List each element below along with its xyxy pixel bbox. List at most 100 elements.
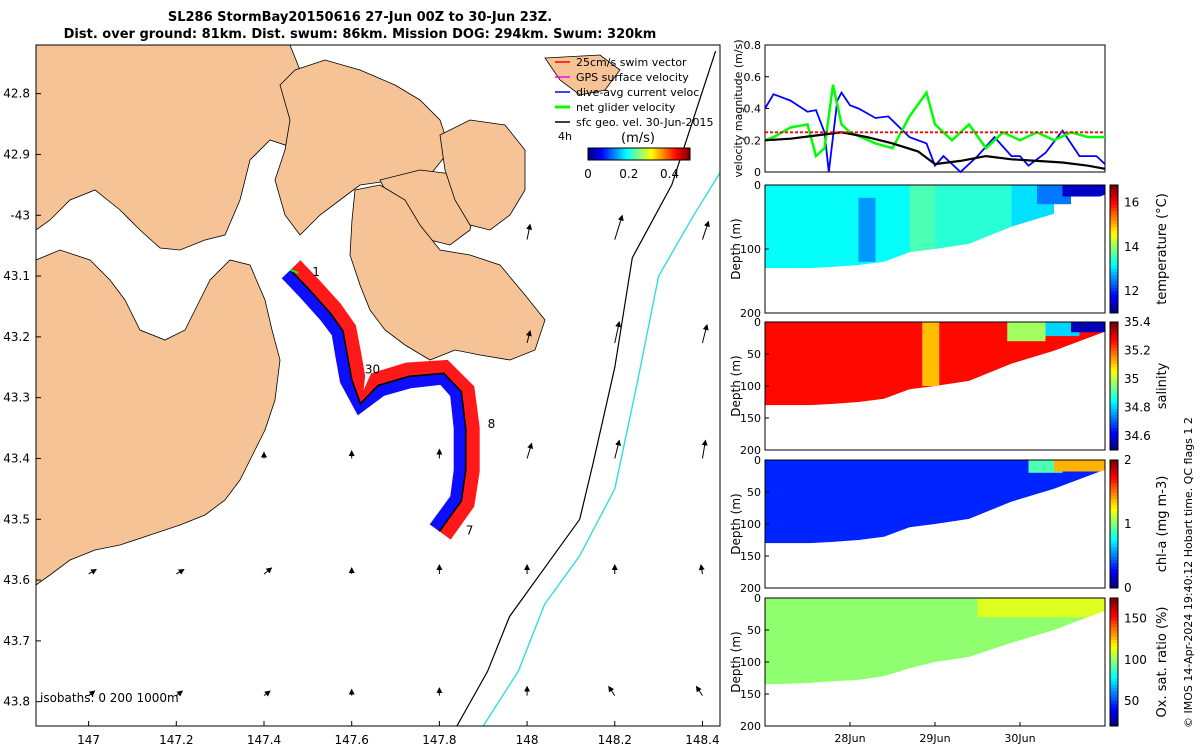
map-ytick-label: 43.5 [3, 512, 30, 526]
colorbar-cell [1110, 652, 1118, 657]
section-ytick-label: 100 [740, 243, 761, 256]
colorbar-tick-label: 12 [1124, 284, 1139, 298]
colorbar-cell [1110, 328, 1118, 333]
colorbar-cell [1110, 395, 1118, 400]
map-colorbar-cell [679, 148, 683, 160]
oxygen-section: 0 50 100 150 200 Depth (m) 50 100 150 Ox. sat. ra… [729, 592, 1170, 745]
time-xtick-label: 30Jun [1004, 732, 1035, 745]
colorbar-cell [1110, 242, 1118, 247]
map-colorbar-tick: 0.2 [619, 167, 638, 181]
isobath-1000m [482, 172, 721, 727]
colorbar-tick-label: 1 [1124, 517, 1132, 531]
geo-velocity-arrow [526, 442, 534, 459]
colorbar-cell [1110, 271, 1118, 276]
map-ytick-label: 43.4 [3, 451, 30, 465]
map-frame [35, 44, 721, 727]
map-colorbar-cell [622, 148, 626, 160]
colorbar-cell [1110, 411, 1118, 416]
geo-velocity-arrow [88, 568, 97, 575]
section-ytick-label: 0 [754, 592, 761, 605]
track-day-label: 30 [365, 362, 380, 376]
colorbar-cell [1110, 681, 1118, 685]
colorbar-cell [1110, 598, 1118, 602]
figure-title-line1: SL286 StormBay20150616 27-Jun 00Z to 30-… [167, 10, 553, 25]
colorbar-cell [1110, 300, 1118, 304]
colorbar-cell [1110, 581, 1118, 586]
velocity-ytick-label: 0.8 [744, 39, 762, 52]
colorbar-cell [1110, 533, 1118, 538]
colorbar-cell [1110, 642, 1118, 647]
colorbar-cell [1110, 220, 1118, 224]
time-xtick-label: 28Jun [834, 732, 865, 745]
colorbar-label: temperature (°C) [1155, 193, 1170, 305]
map-colorbar-frame [587, 147, 691, 161]
colorbar-cell [1110, 325, 1118, 329]
colorbar-cell [1110, 524, 1118, 528]
colorbar-cell [1110, 495, 1118, 499]
map-ytick-label: 43.2 [3, 330, 30, 344]
map-xtick-label: 147 [77, 733, 100, 747]
colorbar-cell [1110, 636, 1118, 641]
map-colorbar-cell [685, 148, 689, 160]
colorbar-cell [1110, 501, 1118, 506]
map-colorbar-cell [626, 148, 630, 160]
geo-velocity-arrow [176, 690, 184, 697]
section-ytick-label: 200 [740, 720, 761, 733]
geo-velocity-arrow [701, 220, 710, 240]
colorbar-cell [1110, 405, 1118, 409]
colorbar-cell [1110, 559, 1118, 563]
map-colorbar-cell [665, 148, 669, 160]
salinity-section: 0 50 100 150 200 Depth (m) 34.6 34.8 35 35.2 35.4 s… [729, 315, 1170, 457]
colorbar-cell [1110, 255, 1118, 260]
geo-velocity-arrow [525, 329, 532, 344]
colorbar-cell [1110, 303, 1118, 308]
map-colorbar-cell [596, 148, 599, 160]
legend-label: GPS surface velocity [576, 71, 689, 84]
section-ytick-label: 150 [740, 550, 761, 563]
colorbar-cell [1110, 565, 1118, 570]
colorbar-cell [1110, 607, 1118, 612]
colorbar-cell [1110, 536, 1118, 541]
colorbar-cell [1110, 290, 1118, 295]
map-colorbar-cell [681, 148, 685, 160]
colorbar-cell [1110, 213, 1118, 218]
colorbar-cell [1110, 370, 1118, 374]
map-xtick-label: 148.4 [685, 733, 719, 747]
colorbar-cell [1110, 610, 1118, 615]
colorbar-cell [1110, 556, 1118, 560]
map-xtick-label: 147.8 [422, 733, 456, 747]
velocity-ytick-label: 0.4 [744, 103, 762, 116]
section-ytick-label: 100 [740, 656, 761, 669]
track-day-label: 1 [312, 265, 320, 279]
colorbar-cell [1110, 402, 1118, 406]
colorbar-cell [1110, 639, 1118, 644]
colorbar-tick-label: 35.2 [1124, 343, 1151, 357]
colorbar-cell [1110, 517, 1118, 522]
colorbar-cell [1110, 614, 1118, 618]
section-ytick-label: 200 [740, 582, 761, 595]
map-colorbar-cell [643, 148, 646, 160]
map-colorbar-cell [661, 148, 664, 160]
legend-label: 25cm/s swim vector [576, 56, 687, 69]
geo-velocity-arrow [88, 690, 96, 697]
geo-velocity-arrow [614, 439, 621, 459]
colorbar-cell [1110, 223, 1118, 228]
section-ytick-label: 100 [740, 380, 761, 393]
colorbar-frame [1109, 597, 1119, 727]
colorbar-cell [1110, 440, 1118, 445]
colorbar-cell [1110, 706, 1118, 711]
colorbar-cell [1110, 482, 1118, 487]
colorbar-cell [1110, 626, 1118, 631]
land-polygon [439, 119, 526, 231]
section-ytick-label: 0 [754, 179, 761, 192]
map-colorbar-cell [634, 148, 638, 160]
colorbar-cell [1110, 633, 1118, 637]
map-colorbar-sidelabel: 4h [558, 130, 572, 143]
map-ytick-label: 42.8 [3, 87, 30, 101]
geo-velocity-arrow [176, 568, 185, 575]
colorbar-cell [1110, 665, 1118, 669]
velocity-ytick-label: 0 [754, 166, 761, 179]
colorbar-cell [1110, 210, 1118, 215]
colorbar-cell [1110, 322, 1118, 326]
